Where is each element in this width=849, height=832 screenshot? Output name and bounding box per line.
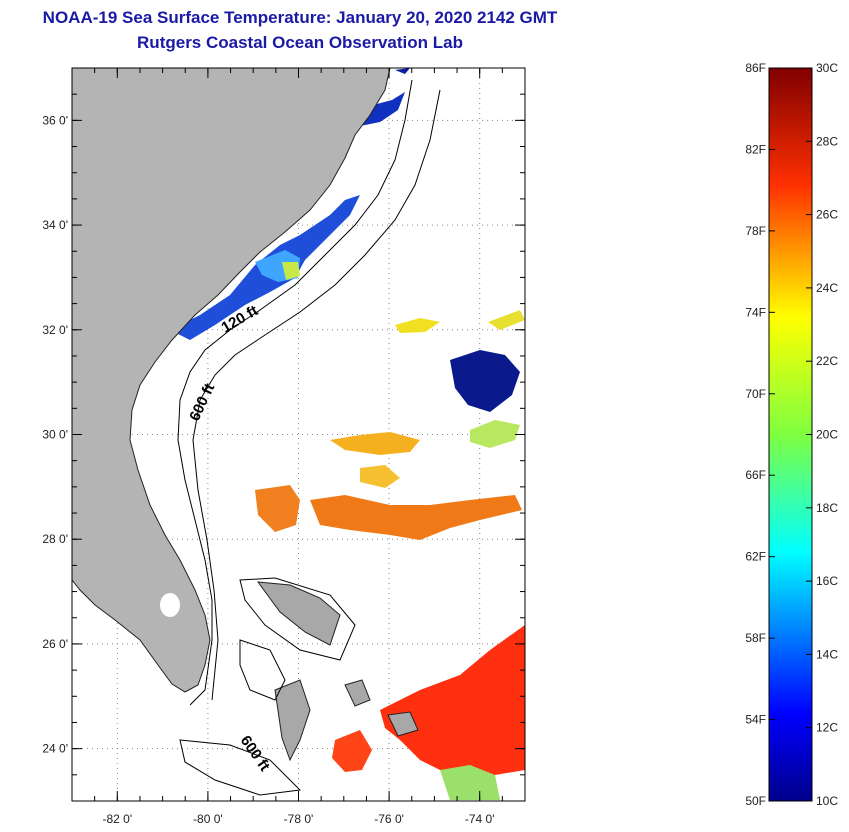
colorbar-f-label: 54F [745, 713, 766, 727]
colorbar-f-label: 58F [745, 631, 766, 645]
lat-tick-label: 26 0' [42, 637, 68, 651]
sst-north-cold-patch [360, 92, 405, 126]
colorbar-c-label: 26C [816, 208, 838, 222]
colorbar-c-label: 14C [816, 647, 838, 661]
sst-orange-band [310, 495, 522, 540]
colorbar-f-label: 82F [745, 142, 766, 156]
lon-tick-label: -78 0' [284, 812, 314, 826]
lon-tick-label: -80 0' [193, 812, 223, 826]
lat-tick-label: 32 0' [42, 323, 68, 337]
sst-offshore-yellow-4 [360, 465, 400, 488]
sst-offshore-green [470, 420, 520, 448]
colorbar-c-label: 10C [816, 794, 838, 808]
colorbar-f-label: 66F [745, 468, 766, 482]
contour-cuba-shelf [179, 739, 302, 796]
colorbar-c-label: 16C [816, 574, 838, 588]
lat-tick-label: 28 0' [42, 532, 68, 546]
longitude-labels: -82 0' -80 0' -78 0' -76 0' -74 0' [102, 812, 494, 826]
sst-bahamas-red-patch [332, 730, 372, 772]
sst-south-warm-patch [380, 625, 525, 775]
sst-sound-patch-2 [395, 68, 410, 74]
map-title: NOAA-19 Sea Surface Temperature: January… [42, 8, 558, 27]
colorbar-c-label: 18C [816, 501, 838, 515]
lat-tick-label: 36 0' [42, 113, 68, 127]
island-grand-bahama [256, 581, 341, 646]
contour-bahamas-1 [239, 639, 286, 701]
contour-bahamas-2 [239, 577, 356, 661]
lake-okeechobee [160, 593, 180, 617]
colorbar-celsius-labels: 30C 28C 26C 24C 22C 20C 18C 16C 14C 12C 10C [816, 61, 838, 808]
colorbar-c-label: 24C [816, 281, 838, 295]
contour-120ft [177, 79, 413, 706]
colorbar-c-label: 28C [816, 134, 838, 148]
colorbar-f-label: 62F [745, 550, 766, 564]
sst-south-green-patch [440, 765, 500, 800]
sst-data-layer [170, 68, 525, 800]
colorbar-f-label: 50F [745, 794, 766, 808]
land-mass [72, 68, 391, 693]
lon-tick-label: -82 0' [102, 812, 132, 826]
sst-offshore-yellow-2 [488, 310, 525, 330]
map-ticks [71, 67, 526, 802]
lat-tick-label: 34 0' [42, 218, 68, 232]
colorbar-ticks [769, 67, 812, 802]
island-eleuthera [344, 679, 371, 707]
colorbar [768, 67, 813, 802]
sst-offshore-cold-cluster [450, 350, 520, 412]
colorbar-f-label: 70F [745, 387, 766, 401]
lon-tick-label: -74 0' [465, 812, 495, 826]
map-subtitle: Rutgers Coastal Ocean Observation Lab [137, 33, 463, 52]
lat-tick-label: 24 0' [42, 742, 68, 756]
sst-coastal-warm-spot [282, 262, 300, 280]
lon-tick-label: -76 0' [374, 812, 404, 826]
sst-offshore-yellow-1 [395, 318, 440, 333]
colorbar-f-label: 74F [745, 305, 766, 319]
colorbar-fahrenheit-labels: 86F 82F 78F 74F 70F 66F 62F 58F 54F 50F [745, 61, 766, 808]
colorbar-c-label: 12C [816, 721, 838, 735]
colorbar-c-label: 20C [816, 428, 838, 442]
depth-contours [177, 79, 441, 796]
lat-tick-label: 30 0' [42, 428, 68, 442]
sst-offshore-yellow-3 [330, 432, 420, 455]
contour-600ft [192, 89, 441, 701]
latitude-labels: 36 0' 34 0' 32 0' 30 0' 28 0' 26 0' 24 0' [42, 113, 68, 755]
colorbar-f-label: 86F [745, 61, 766, 75]
sst-orange-patch-1 [255, 485, 300, 532]
island-exuma [387, 711, 419, 737]
island-andros [274, 679, 311, 762]
colorbar-c-label: 30C [816, 61, 838, 75]
colorbar-c-label: 22C [816, 354, 838, 368]
colorbar-f-label: 78F [745, 224, 766, 238]
